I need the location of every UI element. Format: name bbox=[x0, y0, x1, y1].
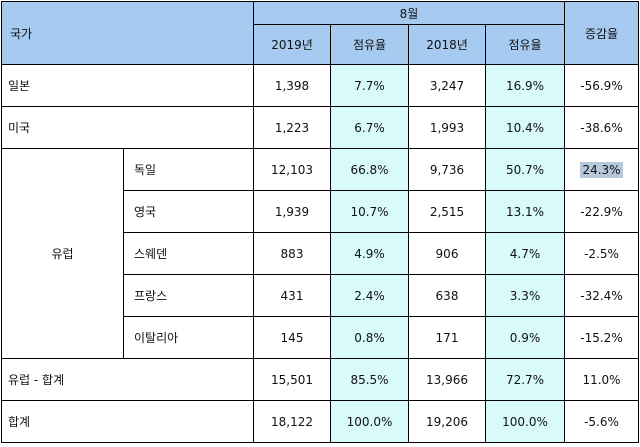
cell-2018: 13,966 bbox=[408, 358, 486, 401]
row-label: 영국 bbox=[123, 190, 254, 233]
header-country: 국가 bbox=[1, 1, 254, 65]
header-month: 8월 bbox=[253, 1, 565, 25]
cell-2018: 9,736 bbox=[408, 148, 486, 191]
cell-2019: 12,103 bbox=[253, 148, 331, 191]
table-row: 일본 1,398 7.7% 3,247 16.9% -56.9% bbox=[1, 64, 639, 107]
row-label: 유럽 - 합계 bbox=[1, 358, 254, 401]
cell-change: -38.6% bbox=[564, 106, 639, 149]
row-label: 스웨덴 bbox=[123, 232, 254, 275]
selected-cell-value: 24.3% bbox=[580, 161, 623, 178]
row-label: 합계 bbox=[1, 400, 254, 443]
cell-2019: 15,501 bbox=[253, 358, 331, 401]
table-row: 미국 1,223 6.7% 1,993 10.4% -38.6% bbox=[1, 106, 639, 149]
cell-2018: 3,247 bbox=[408, 64, 486, 107]
cell-share-2018: 0.9% bbox=[485, 316, 565, 359]
cell-2019: 883 bbox=[253, 232, 331, 275]
cell-change: -5.6% bbox=[564, 400, 639, 443]
row-label: 프랑스 bbox=[123, 274, 254, 317]
table-row: 이탈리아 145 0.8% 171 0.9% -15.2% bbox=[2, 316, 639, 359]
cell-share-2019: 10.7% bbox=[330, 190, 409, 233]
cell-2018: 171 bbox=[408, 316, 486, 359]
row-label: 이탈리아 bbox=[123, 316, 254, 359]
cell-2019: 1,223 bbox=[253, 106, 331, 149]
table-row: 영국 1,939 10.7% 2,515 13.1% -22.9% bbox=[2, 190, 639, 233]
cell-share-2019: 7.7% bbox=[330, 64, 409, 107]
cell-share-2019: 100.0% bbox=[330, 400, 409, 443]
header-share-2018: 점유율 bbox=[485, 24, 565, 65]
header-2018: 2018년 bbox=[408, 24, 486, 65]
table-row: 유럽 - 합계 15,501 85.5% 13,966 72.7% 11.0% bbox=[1, 358, 639, 401]
cell-share-2018: 72.7% bbox=[485, 358, 565, 401]
cell-2018: 2,515 bbox=[408, 190, 486, 233]
cell-share-2018: 10.4% bbox=[485, 106, 565, 149]
cell-change: -32.4% bbox=[564, 274, 639, 317]
table-row: 프랑스 431 2.4% 638 3.3% -32.4% bbox=[2, 274, 639, 317]
cell-2018: 1,993 bbox=[408, 106, 486, 149]
cell-2018: 19,206 bbox=[408, 400, 486, 443]
table-row: 스웨덴 883 4.9% 906 4.7% -2.5% bbox=[2, 232, 639, 275]
cell-change[interactable]: 24.3% bbox=[564, 148, 639, 191]
cell-change: -56.9% bbox=[564, 64, 639, 107]
cell-change: -15.2% bbox=[564, 316, 639, 359]
cell-change: -2.5% bbox=[564, 232, 639, 275]
cell-2019: 1,939 bbox=[253, 190, 331, 233]
cell-2019: 1,398 bbox=[253, 64, 331, 107]
europe-group-label: 유럽 bbox=[1, 148, 124, 359]
cell-share-2018: 100.0% bbox=[485, 400, 565, 443]
cell-share-2019: 0.8% bbox=[330, 316, 409, 359]
row-label: 미국 bbox=[1, 106, 254, 149]
cell-change: -22.9% bbox=[564, 190, 639, 233]
cell-share-2019: 6.7% bbox=[330, 106, 409, 149]
header-change: 증감율 bbox=[564, 1, 639, 65]
cell-share-2018: 3.3% bbox=[485, 274, 565, 317]
cell-share-2019: 85.5% bbox=[330, 358, 409, 401]
cell-share-2019: 66.8% bbox=[330, 148, 409, 191]
cell-2019: 145 bbox=[253, 316, 331, 359]
cell-share-2019: 2.4% bbox=[330, 274, 409, 317]
cell-2018: 638 bbox=[408, 274, 486, 317]
cell-share-2018: 13.1% bbox=[485, 190, 565, 233]
cell-share-2018: 16.9% bbox=[485, 64, 565, 107]
cell-share-2019: 4.9% bbox=[330, 232, 409, 275]
cell-2019: 18,122 bbox=[253, 400, 331, 443]
cell-share-2018: 50.7% bbox=[485, 148, 565, 191]
table-row: 합계 18,122 100.0% 19,206 100.0% -5.6% bbox=[1, 400, 639, 443]
cell-share-2018: 4.7% bbox=[485, 232, 565, 275]
header-2019: 2019년 bbox=[253, 24, 331, 65]
cell-2018: 906 bbox=[408, 232, 486, 275]
header-share-2019: 점유율 bbox=[330, 24, 409, 65]
row-label: 독일 bbox=[123, 148, 254, 191]
cell-change: 11.0% bbox=[564, 358, 639, 401]
table-row: 유럽 독일 12,103 66.8% 9,736 50.7% 24.3% bbox=[1, 148, 639, 359]
cell-2019: 431 bbox=[253, 274, 331, 317]
row-label: 일본 bbox=[1, 64, 254, 107]
